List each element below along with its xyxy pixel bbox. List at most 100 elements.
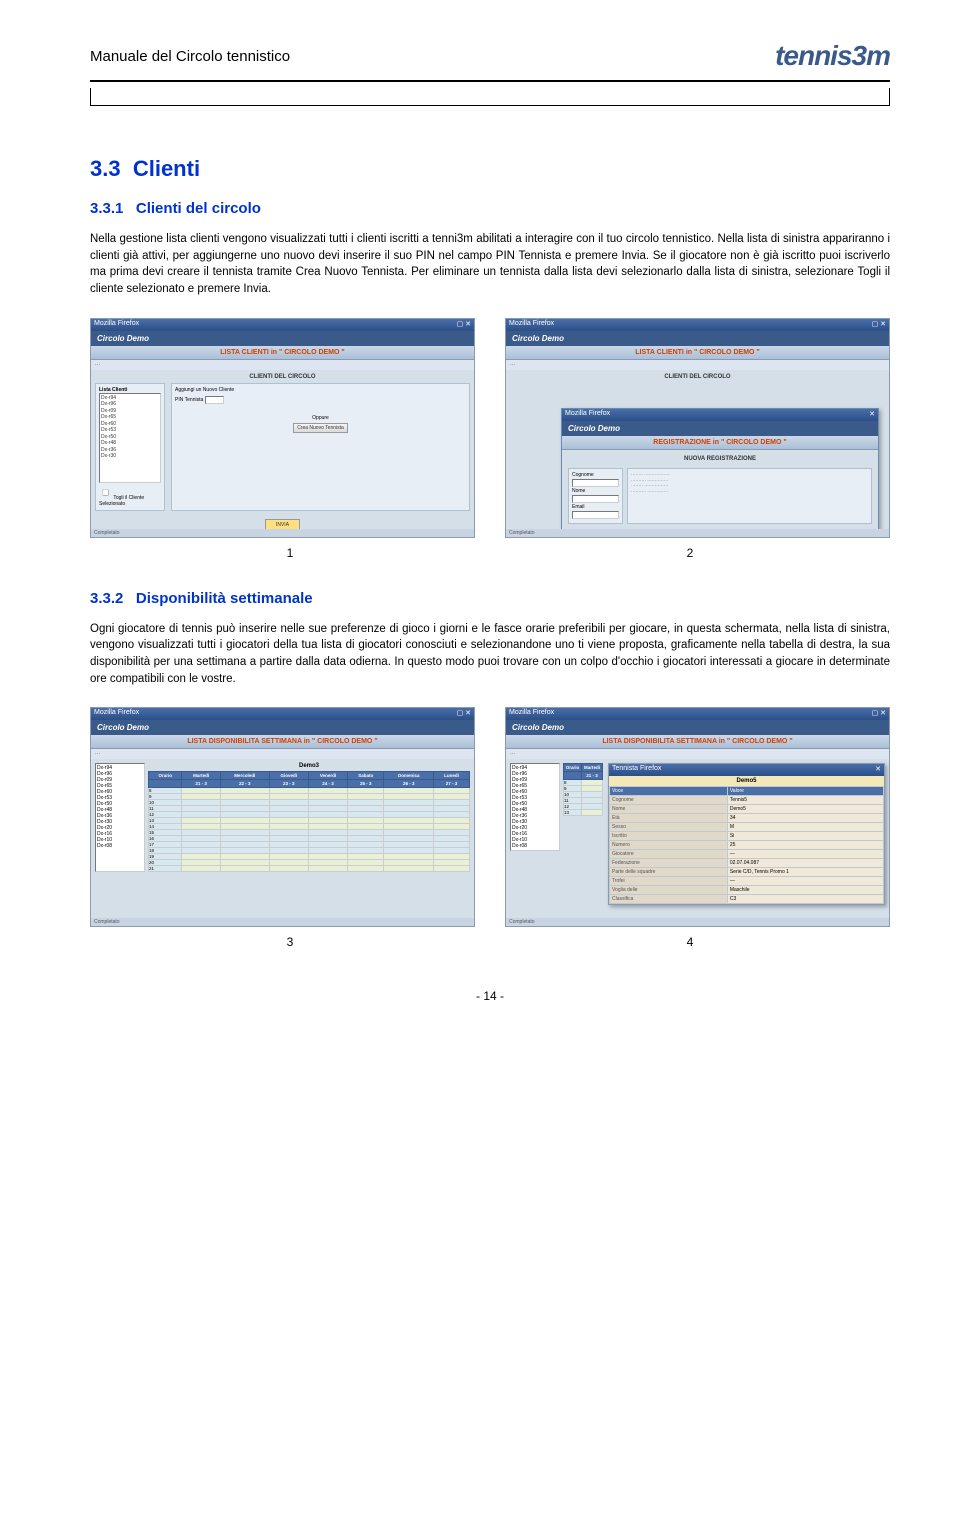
col-header: Valore [727, 787, 883, 796]
fig-caption: 1 [287, 546, 294, 560]
window-controls-icon: ▢ ✕ [457, 709, 471, 719]
table-row: NomeDemo5 [610, 805, 884, 814]
table-row: IscrittoSi [610, 832, 884, 841]
client-list[interactable]: Dx-r94 Dx-r96 Dx-r09 Dx-r65 Dx-r60 Dx-r5… [99, 393, 161, 483]
name-input[interactable] [572, 495, 619, 503]
table-row: Parte delle squadreSerie C/D, Tennis Pro… [610, 868, 884, 877]
subbar: ··· [91, 360, 474, 370]
window-title: Mozilla Firefox [94, 320, 139, 330]
reg-info: ········ ··························· ···… [627, 468, 872, 524]
modal-title: Mozilla Firefox [565, 410, 610, 420]
screenshot-4: Mozilla Firefox ▢ ✕ Circolo Demo LISTA DI… [505, 707, 890, 927]
fig-caption: 2 [687, 546, 694, 560]
screenshot-2: Mozilla Firefox ▢ ✕ Circolo Demo LISTA CL… [505, 318, 890, 538]
player-list[interactable]: Dx-r94 Dx-r96 Dx-r09 Dx-r65 Dx-r60 Dx-r5… [95, 763, 145, 872]
app-brand: Circolo Demo [506, 720, 889, 735]
table-row: Voglia delleMaschile [610, 886, 884, 895]
app-brand: Circolo Demo [91, 331, 474, 346]
create-button[interactable]: Crea Nuovo Tennista [293, 423, 348, 433]
remove-label: Togli il Cliente Selezionato [99, 495, 144, 507]
remove-checkbox[interactable] [102, 489, 109, 496]
date-header: 25 - 3 [347, 780, 383, 788]
subbar: ··· [506, 749, 889, 759]
modal-brand: Circolo Demo [562, 421, 878, 436]
window-controls-icon: ▢ ✕ [872, 320, 886, 330]
heading-3-3-2: 3.3.2 Disponibilità settimanale [90, 590, 890, 607]
heading-text: Disponibilità settimanale [136, 590, 313, 607]
screenshot-3: Mozilla Firefox▢ ✕ Circolo Demo LISTA DI… [90, 707, 475, 927]
col-header: Giovedì [269, 772, 308, 780]
table-row: ClassificaC3 [610, 895, 884, 904]
table-row: SessoM [610, 823, 884, 832]
table-row: Trofei— [610, 877, 884, 886]
statusbar: Completato [506, 918, 889, 926]
page-banner: LISTA DISPONIBILITA SETTIMANA in " CIRCO… [506, 735, 889, 749]
reg-title: NUOVA REGISTRAZIONE [568, 456, 872, 462]
pin-label: PIN Tennista [175, 397, 203, 403]
registration-modal: Mozilla Firefox✕ Circolo Demo REGISTRAZI… [561, 408, 879, 538]
col-header: Sabato [347, 772, 383, 780]
add-label: Aggiungi un Nuovo Cliente [175, 387, 466, 393]
close-icon[interactable]: ✕ [869, 410, 875, 420]
panel-title: CLIENTI DEL CIRCOLO [95, 374, 470, 380]
pin-input[interactable] [205, 396, 224, 404]
field-label: Email [572, 504, 619, 510]
table-row: 21 [149, 866, 470, 872]
para-3-3-1: Nella gestione lista clienti vengono vis… [90, 231, 890, 298]
col-header: Domenica [384, 772, 434, 780]
surname-input[interactable] [572, 479, 619, 487]
heading-num: 3.3.2 [90, 590, 123, 607]
heading-text: Clienti del circolo [136, 200, 261, 217]
page-number: - 14 - [90, 989, 890, 1003]
statusbar: Completato [506, 529, 889, 537]
statusbar: Completato [91, 529, 474, 537]
date-header: 24 - 3 [308, 780, 347, 788]
schedule-title: Demo3 [148, 763, 470, 769]
col-header: Voce [610, 787, 728, 796]
col-header: Venerdì [308, 772, 347, 780]
logo-text: tennis3m [775, 40, 890, 71]
close-icon[interactable]: ✕ [875, 765, 881, 775]
list-item[interactable]: Dx-r08 [97, 843, 143, 849]
header-rule [90, 80, 890, 82]
availability-table: OrarioMartedì 21 - 3 8 9 10 11 12 13 [563, 763, 603, 816]
page-banner: LISTA DISPONIBILITA SETTIMANA in " CIRCO… [91, 735, 474, 749]
para-3-3-2: Ogni giocatore di tennis può inserire ne… [90, 621, 890, 688]
date-header: 21 - 3 [182, 780, 220, 788]
field-label: Nome [572, 488, 619, 494]
col-header: Martedì [182, 772, 220, 780]
table-row: Federazione02.07.04.087 [610, 859, 884, 868]
heading-num: 3.3 [90, 156, 121, 181]
player-list[interactable]: Dx-r94 Dx-r96 Dx-r09 Dx-r65 Dx-r60 Dx-r5… [510, 763, 560, 851]
subbar: ··· [91, 749, 474, 759]
table-row: Età34 [610, 814, 884, 823]
col-header: Orario [564, 764, 582, 772]
date-header: 26 - 3 [384, 780, 434, 788]
list-item[interactable]: Dx-r30 [101, 453, 159, 460]
app-brand: Circolo Demo [91, 720, 474, 735]
table-row: Giocatore— [610, 850, 884, 859]
field-label: Cognome [572, 472, 619, 478]
date-header: 23 - 3 [269, 780, 308, 788]
window-title: Mozilla Firefox [509, 709, 554, 719]
heading-text: Clienti [133, 156, 200, 181]
logo: tennis3m [775, 40, 890, 72]
table-row: 13 [564, 810, 603, 816]
window-controls-icon: ▢ ✕ [872, 709, 886, 719]
statusbar: Completato [91, 918, 474, 926]
player-detail-modal: Tennista Firefox✕ Demo5 VoceValore Cogno… [608, 763, 885, 905]
page-banner: LISTA CLIENTI in " CIRCOLO DEMO " [506, 346, 889, 360]
email-input[interactable] [572, 511, 619, 519]
list-item[interactable]: Dx-r08 [512, 843, 558, 849]
screenshot-1: Mozilla Firefox▢ ✕ Circolo Demo LISTA CL… [90, 318, 475, 538]
subbar: ··· [506, 360, 889, 370]
header-box [90, 88, 890, 106]
doc-title: Manuale del Circolo tennistico [90, 48, 290, 65]
fig-caption: 3 [287, 935, 294, 949]
col-header: Orario [149, 772, 182, 780]
date-header: 21 - 3 [582, 772, 603, 780]
page-banner: LISTA CLIENTI in " CIRCOLO DEMO " [91, 346, 474, 360]
table-row: CognomeTennis5 [610, 796, 884, 805]
date-header: 22 - 3 [220, 780, 269, 788]
detail-name: Demo5 [609, 776, 884, 786]
